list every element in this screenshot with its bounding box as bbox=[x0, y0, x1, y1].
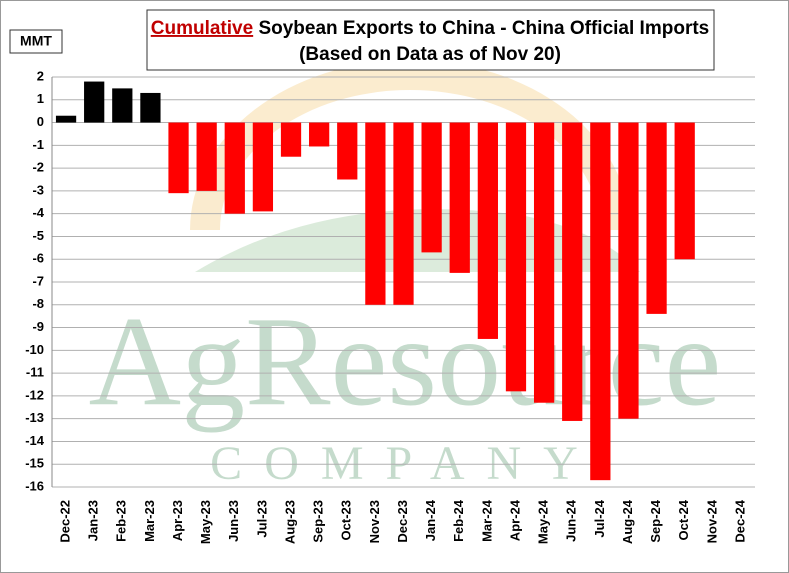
title-box bbox=[146, 9, 715, 71]
y-tick-label: -2 bbox=[32, 160, 44, 175]
bar bbox=[533, 122, 555, 403]
bar bbox=[112, 88, 133, 123]
title-highlight: Cumulative bbox=[151, 18, 253, 39]
x-tick-label: Mar-23 bbox=[142, 500, 157, 542]
y-tick-label: -15 bbox=[25, 456, 44, 471]
x-tick-label: Jun-23 bbox=[226, 500, 241, 542]
bar bbox=[365, 122, 386, 305]
x-tick-label: Nov-24 bbox=[704, 499, 719, 543]
y-tick-label: -13 bbox=[25, 410, 44, 425]
y-tick-label: -4 bbox=[32, 205, 44, 220]
y-tick-label: -1 bbox=[32, 137, 44, 152]
y-tick-label: -12 bbox=[25, 387, 44, 402]
bar bbox=[449, 122, 470, 273]
bar bbox=[196, 122, 217, 191]
x-tick-label: Dec-24 bbox=[732, 499, 747, 542]
bar bbox=[393, 122, 414, 305]
y-tick-label: -11 bbox=[26, 365, 44, 380]
x-tick-label: Jul-23 bbox=[254, 500, 269, 538]
unit-box bbox=[9, 29, 63, 54]
y-tick-label: -16 bbox=[25, 478, 44, 493]
y-tick-label: 1 bbox=[37, 91, 44, 106]
x-tick-label: Dec-22 bbox=[57, 500, 72, 543]
x-tick-label: May-23 bbox=[198, 500, 213, 544]
x-tick-label: Aug-23 bbox=[282, 500, 297, 544]
bar bbox=[505, 122, 527, 392]
chart-title: Cumulative Soybean Exports to China - Ch… bbox=[151, 18, 709, 39]
x-tick-label: Apr-23 bbox=[170, 500, 185, 541]
x-tick-label: Jan-23 bbox=[86, 500, 101, 541]
y-tick-label: -14 bbox=[25, 433, 45, 448]
x-tick-label: May-24 bbox=[536, 499, 551, 544]
watermark: AgResource bbox=[89, 290, 722, 432]
y-tick-label: -9 bbox=[32, 319, 44, 334]
y-axis-label: MMT bbox=[20, 33, 52, 49]
x-tick-label: Aug-24 bbox=[620, 499, 635, 544]
x-tick-label: Apr-24 bbox=[507, 499, 522, 541]
bar bbox=[84, 81, 105, 123]
y-tick-label: 2 bbox=[37, 68, 44, 83]
bar bbox=[674, 122, 695, 260]
x-tick-label: Dec-23 bbox=[395, 500, 410, 543]
bar bbox=[280, 122, 302, 157]
x-tick-label: Oct-23 bbox=[339, 500, 354, 540]
title-text: Soybean Exports to China - China Officia… bbox=[258, 18, 709, 39]
x-tick-label: Oct-24 bbox=[676, 499, 691, 540]
bar bbox=[477, 122, 498, 339]
bar bbox=[562, 122, 583, 421]
chart-subtitle: (Based on Data as of Nov 20) bbox=[299, 44, 561, 65]
bar bbox=[309, 122, 330, 147]
bar bbox=[646, 122, 667, 314]
x-tick-label: Jan-24 bbox=[423, 499, 438, 541]
bar bbox=[618, 122, 639, 419]
bar bbox=[140, 92, 161, 123]
bar bbox=[224, 122, 245, 214]
y-tick-label: -6 bbox=[32, 251, 44, 266]
y-tick-label: 0 bbox=[37, 114, 44, 129]
watermark-art bbox=[190, 60, 640, 272]
x-tick-label: Sep-23 bbox=[311, 500, 326, 543]
x-tick-label: Jun-24 bbox=[564, 499, 579, 542]
bar bbox=[421, 122, 442, 253]
y-tick-label: -10 bbox=[25, 342, 44, 357]
y-tick-label: -5 bbox=[32, 228, 44, 243]
bar bbox=[168, 122, 189, 194]
y-tick-label: -7 bbox=[32, 273, 44, 288]
x-tick-label: Jul-24 bbox=[592, 499, 607, 537]
bar bbox=[590, 122, 611, 481]
watermark-sub: COMPANY bbox=[210, 437, 600, 490]
x-tick-label: Feb-23 bbox=[114, 500, 129, 542]
x-tick-label: Mar-24 bbox=[479, 499, 494, 542]
bar bbox=[55, 115, 77, 123]
x-tick-label: Sep-24 bbox=[648, 499, 663, 542]
x-tick-label: Nov-23 bbox=[367, 500, 382, 543]
y-tick-label: -3 bbox=[32, 182, 44, 197]
bar bbox=[337, 122, 358, 180]
bar bbox=[252, 122, 274, 212]
y-tick-label: -8 bbox=[32, 296, 44, 311]
x-tick-label: Feb-24 bbox=[451, 499, 466, 542]
